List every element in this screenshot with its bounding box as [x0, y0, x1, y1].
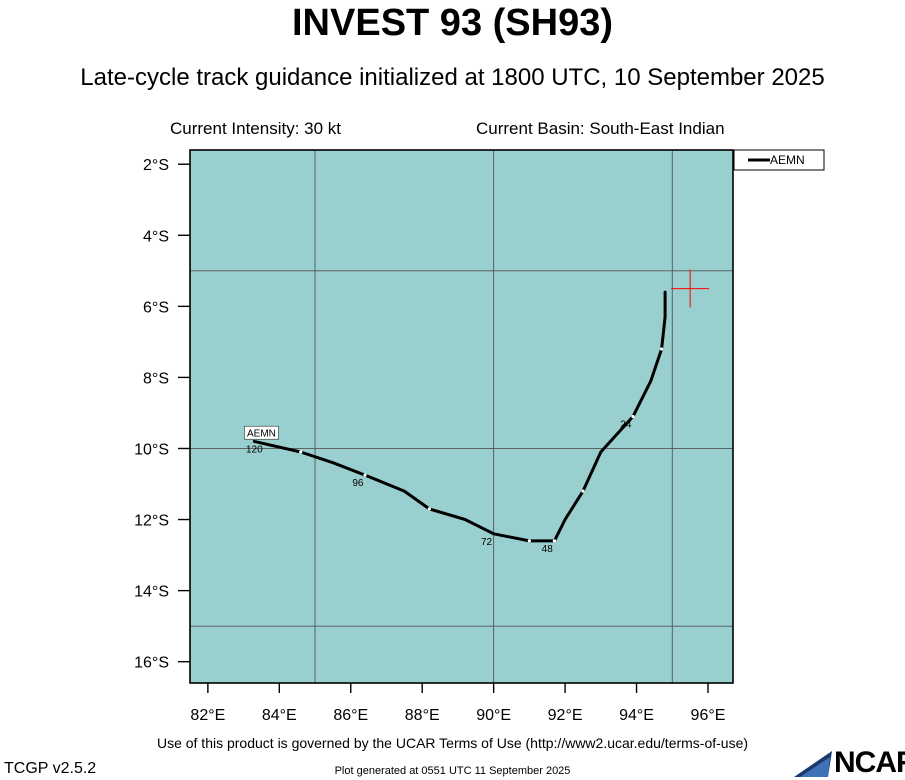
track-time-marker: [427, 507, 431, 511]
ncar-logo-icon: [794, 751, 832, 777]
legend-entry-label: AEMN: [770, 153, 805, 167]
map-frame: [189, 149, 734, 684]
chart-subtitle: Late-cycle track guidance initialized at…: [80, 64, 825, 91]
track-time-marker: [581, 489, 585, 493]
version-label: TCGP v2.5.2: [4, 760, 97, 777]
x-tick-label: 94°E: [619, 707, 654, 724]
current-intensity: Current Intensity: 30 kt: [170, 119, 342, 138]
y-tick-label: 4°S: [143, 228, 169, 245]
map-ocean-area: [190, 150, 733, 683]
track-time-marker: [527, 539, 531, 543]
x-tick-label: 84°E: [262, 707, 297, 724]
y-tick-label: 8°S: [143, 370, 169, 387]
x-tick-label: 86°E: [333, 707, 368, 724]
track-end-label-box: [244, 425, 279, 440]
terms-of-use-text: Use of this product is governed by the U…: [156, 735, 749, 751]
x-tick-label: 96°E: [691, 707, 726, 724]
forecast-hour-label: 24: [620, 420, 632, 431]
y-tick-label: 12°S: [134, 513, 169, 530]
plot-border: [189, 149, 734, 684]
y-tick-label: 14°S: [134, 584, 169, 601]
x-tick-label: 92°E: [548, 707, 583, 724]
forecast-hour-label: 72: [481, 537, 493, 548]
forecast-hour-label: 96: [352, 478, 364, 489]
y-tick-label: 6°S: [143, 299, 169, 316]
forecast-hour-label: 48: [542, 544, 554, 555]
track-line-aemn: [252, 290, 667, 543]
legend: AEMN: [733, 149, 825, 171]
forecast-track-aemn: 24 48 72 96 120 AEMN: [244, 290, 667, 555]
chart-title: INVEST 93 (SH93): [292, 2, 613, 44]
forecast-hour-label: 120: [246, 444, 263, 455]
track-time-marker: [659, 347, 664, 351]
legend-box: [733, 149, 825, 171]
y-tick-label: 10°S: [134, 441, 169, 458]
generated-timestamp: Plot generated at 0551 UTC 11 September …: [334, 765, 571, 777]
track-end-label: AEMN: [247, 428, 276, 439]
y-tick-label: 16°S: [134, 655, 169, 672]
track-time-marker: [552, 539, 556, 543]
y-tick-label: 2°S: [143, 157, 169, 174]
track-time-marker: [363, 473, 367, 477]
ncar-logo-text: NCAR: [834, 746, 905, 779]
axis-ticks: 82°E 84°E 86°E 88°E 90°E 92°E 94°E 96°E 2°S 4°S 6°…: [134, 157, 725, 724]
current-basin: Current Basin: South-East Indian: [476, 119, 725, 138]
current-position-marker: [671, 269, 710, 308]
x-tick-label: 82°E: [190, 707, 225, 724]
x-tick-label: 88°E: [405, 707, 440, 724]
track-time-marker: [631, 414, 635, 419]
x-tick-label: 90°E: [476, 707, 511, 724]
track-time-marker: [299, 450, 303, 454]
